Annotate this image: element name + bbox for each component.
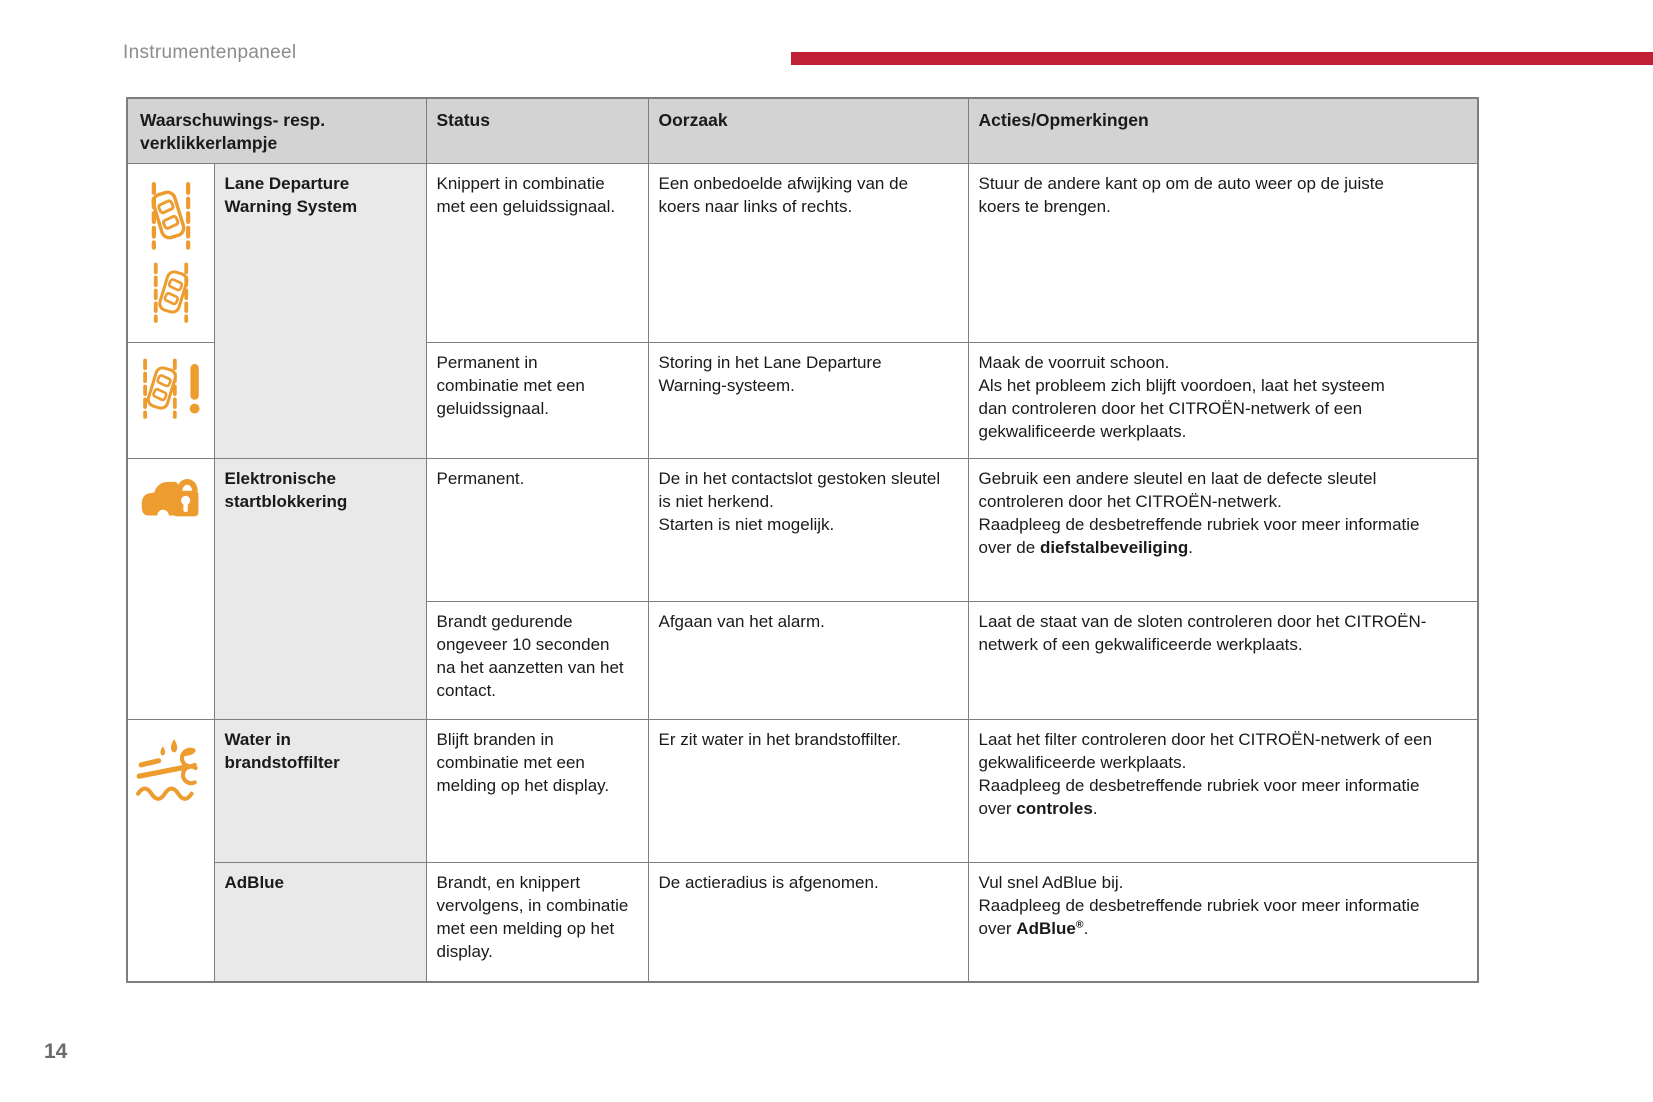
cell-cause: Storing in het Lane Departure Warning-sys… [647,342,969,459]
label-lane-departure: Lane Departure Warning System [213,163,427,459]
header-actions: Acties/Opmerkingen [967,97,1479,164]
header-cause: Oorzaak [647,97,969,164]
table-row: Water in brandstoffilter Blijft branden i… [126,719,1479,982]
table-row: Lane Departure Warning System Knippert in… [126,163,1479,459]
accent-bar [791,52,1653,65]
cell-status: Brandt gedurende ongeveer 10 seconden na h… [425,601,649,720]
cell-cause: De actieradius is afgenomen. [647,862,969,982]
table-row: AdBlue Brandt, en knippert vervolgens, in… [127,862,1479,982]
cell-status: Brandt, en knippert vervolgens, in combin… [425,862,649,982]
cell-actions: Gebruik een andere sleutel en laat de de… [967,458,1479,602]
table-row: Elektronische startblokkering Permanent. … [126,458,1479,720]
page-number: 14 [44,1040,68,1063]
cell-cause: Een onbedoelde afwijking van de koers naa… [647,163,969,343]
lane-departure-left-icon [151,182,191,250]
warning-lamps-table: Waarschuwings- resp. verklikkerlampje Sta… [126,97,1479,983]
table-header-row: Waarschuwings- resp. verklikkerlampje Sta… [126,97,1479,164]
cell-status: Permanent. [425,458,649,602]
cell-cause: Er zit water in het brandstoffilter. [647,719,969,863]
immobilizer-car-lock-icon [141,479,199,519]
cell-cause: Afgaan van het alarm. [647,601,969,720]
lane-departure-icons-cell [126,163,215,343]
cell-cause: De in het contactslot gestoken sleutel is… [647,458,969,602]
cell-actions: Stuur de andere kant op om de auto weer … [967,163,1479,343]
header-status: Status [425,97,649,164]
page-title: Instrumentenpaneel [123,42,297,63]
label-adblue: AdBlue [213,862,427,982]
immobilizer-icon-cell [126,458,215,720]
lane-departure-fault-icon [142,358,200,419]
header-lamp: Waarschuwings- resp. verklikkerlampje [126,97,427,164]
label-water-fuel-filter: Water in brandstoffilter [213,719,427,863]
label-immobilizer: Elektronische startblokkering [213,458,427,720]
cell-actions: Vul snel AdBlue bij. Raadpleeg de desbetr… [967,862,1479,982]
cell-status: Permanent in combinatie met een geluidssig… [425,342,649,459]
cell-actions: Laat de staat van de sloten controleren … [967,601,1479,720]
cell-status: Blijft branden in combinatie met een meldi… [425,719,649,863]
water-fuel-icon-cell [126,719,215,982]
water-in-fuel-filter-icon [135,739,198,801]
cell-actions: Laat het filter controleren door het CIT… [967,719,1479,863]
lane-departure-right-icon [153,262,189,323]
cell-status: Knippert in combinatie met een geluidssig… [425,163,649,343]
table-row: Brandt gedurende ongeveer 10 seconden na h… [127,601,1479,720]
cell-actions: Maak de voorruit schoon. Als het probleem… [967,342,1479,459]
table-row: Permanent in combinatie met een geluidssig… [126,342,1479,459]
lane-departure-fault-icon-cell [126,342,215,459]
